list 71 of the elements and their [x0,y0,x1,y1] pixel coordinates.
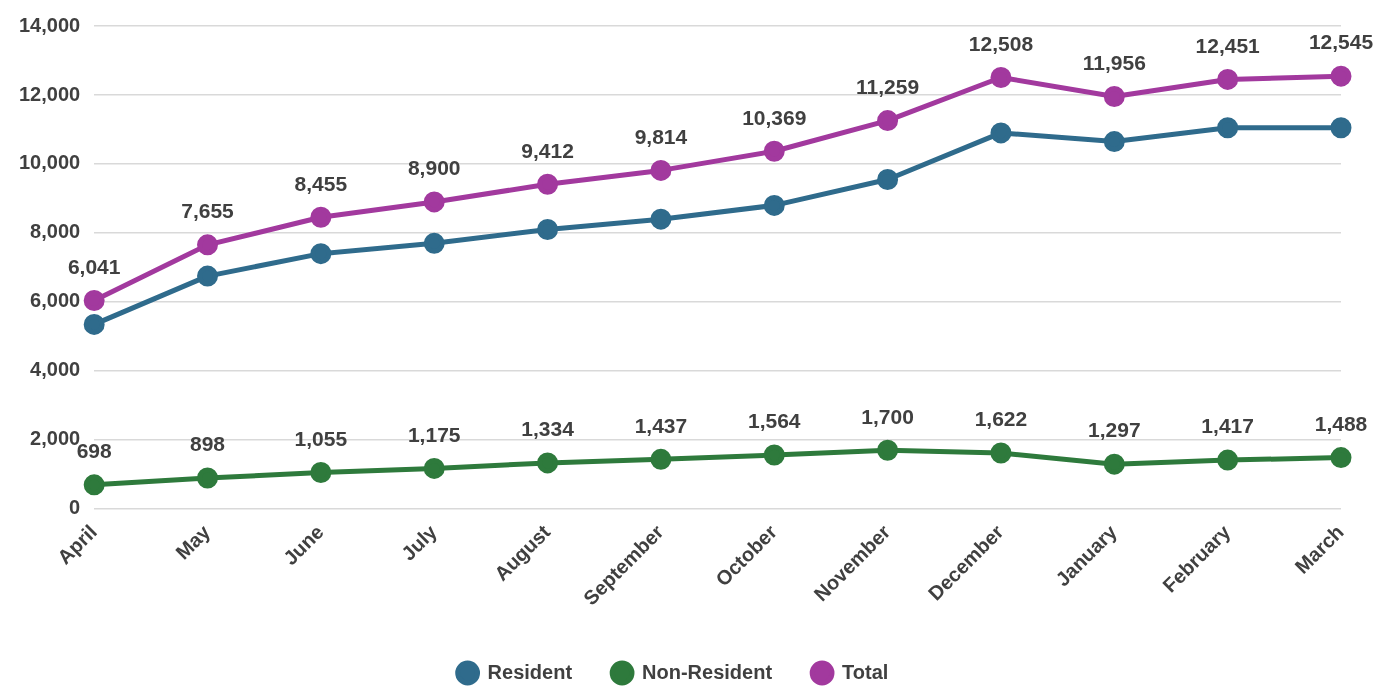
point [1330,117,1352,139]
point [537,452,559,474]
point [1103,453,1125,475]
data-label: 11,259 [856,74,920,98]
data-label: 12,508 [968,31,1034,55]
point [650,159,672,181]
y-tick-label: 6,000 [30,289,81,312]
point [1103,131,1125,153]
point [1217,117,1239,139]
point [83,290,105,312]
legend-label: Non-Resident [642,660,773,683]
data-label: 7,655 [181,199,235,223]
point [877,169,899,191]
data-label: 8,900 [407,156,461,180]
point [310,206,332,228]
data-label: 1,437 [634,413,688,437]
point [1217,68,1239,90]
point [423,191,445,213]
data-label: 1,297 [1088,418,1141,442]
data-label: 1,488 [1314,411,1368,435]
point [197,234,219,256]
point [990,66,1012,88]
x-tick-label: July [397,519,442,565]
data-label: 9,412 [521,138,574,162]
point [310,243,332,265]
point [650,208,672,230]
y-tick-label: 14,000 [19,13,81,36]
data-label: 12,451 [1195,33,1261,57]
data-label: 1,700 [861,404,914,428]
data-label: 10,369 [742,105,807,129]
point [1217,449,1239,471]
point [537,219,559,241]
y-tick-label: 4,000 [30,358,81,381]
point [763,444,785,466]
point [423,232,445,254]
legend-label: Resident [487,660,573,683]
data-label: 1,175 [407,422,461,446]
data-label: 9,814 [634,124,688,148]
point [650,448,672,470]
data-label: 12,545 [1308,30,1374,54]
data-label: 6,041 [67,254,121,278]
data-label: 1,564 [747,409,801,433]
point [310,462,332,484]
point [990,122,1012,144]
point [1103,86,1125,108]
data-label: 1,055 [294,426,348,450]
point [83,474,105,496]
data-label: 1,417 [1201,414,1254,438]
data-label: 898 [190,432,226,456]
point [1330,447,1352,469]
x-tick-label: May [171,519,215,564]
point [1330,65,1352,87]
data-label: 11,956 [1082,50,1146,74]
point [877,439,899,461]
point [877,110,899,132]
point [83,313,105,335]
point [537,173,559,195]
data-label: 1,334 [521,417,575,441]
point [423,457,445,479]
point [197,265,219,287]
data-label: 8,455 [294,171,348,195]
point [197,467,219,489]
y-tick-label: 8,000 [30,220,81,243]
legend-label: Total [842,660,889,683]
point [763,140,785,162]
data-label: 1,622 [974,407,1028,431]
point [990,442,1012,464]
point [763,194,785,216]
y-tick-label: 10,000 [19,151,81,174]
y-tick-label: 0 [69,496,81,519]
y-tick-label: 12,000 [19,82,81,105]
